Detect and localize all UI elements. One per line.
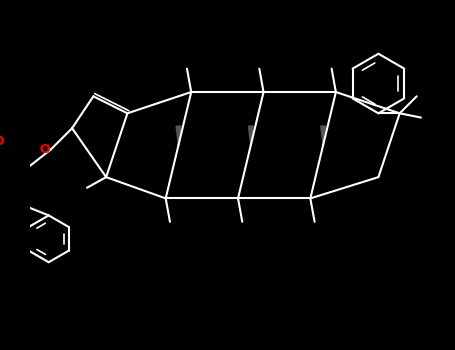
Polygon shape (321, 126, 325, 145)
Text: O: O (39, 143, 50, 156)
Text: O: O (0, 135, 4, 148)
Polygon shape (176, 126, 181, 145)
Polygon shape (248, 126, 253, 145)
